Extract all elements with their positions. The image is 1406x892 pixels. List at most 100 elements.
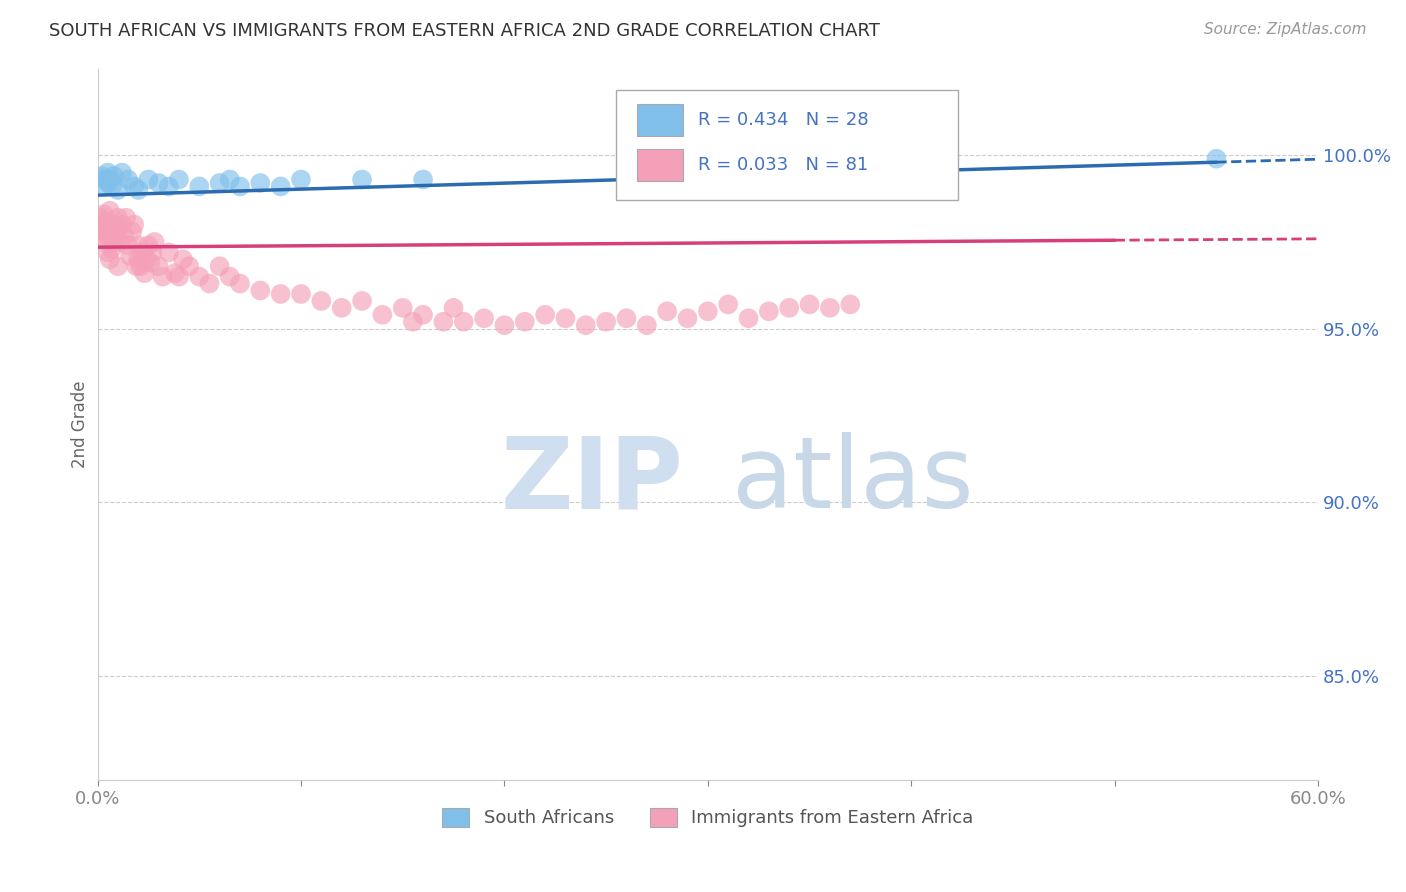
- Point: [330, 301, 353, 315]
- Point: [112, 227, 135, 242]
- Point: [249, 176, 271, 190]
- FancyBboxPatch shape: [616, 90, 957, 200]
- Legend: South Africans, Immigrants from Eastern Africa: South Africans, Immigrants from Eastern …: [434, 801, 981, 835]
- Point: [432, 315, 454, 329]
- Point: [101, 242, 124, 256]
- Point: [98, 203, 121, 218]
- Point: [98, 172, 121, 186]
- Point: [90, 231, 112, 245]
- Point: [108, 235, 131, 249]
- Point: [120, 249, 142, 263]
- Point: [107, 259, 129, 273]
- Point: [97, 227, 120, 242]
- Point: [143, 235, 166, 249]
- Point: [93, 207, 115, 221]
- Point: [839, 297, 862, 311]
- Point: [138, 172, 160, 186]
- Point: [97, 245, 120, 260]
- Point: [101, 179, 124, 194]
- Point: [218, 172, 240, 186]
- Point: [717, 297, 740, 311]
- Point: [534, 308, 557, 322]
- Bar: [637, 104, 683, 136]
- Point: [311, 293, 333, 308]
- Point: [117, 172, 139, 186]
- Point: [90, 221, 112, 235]
- Point: [101, 227, 124, 242]
- Point: [129, 259, 152, 273]
- Point: [472, 311, 495, 326]
- Point: [453, 315, 475, 329]
- Point: [575, 318, 598, 333]
- Text: Source: ZipAtlas.com: Source: ZipAtlas.com: [1204, 22, 1367, 37]
- Point: [157, 245, 180, 260]
- Point: [758, 304, 780, 318]
- Point: [513, 315, 536, 329]
- Point: [93, 179, 115, 194]
- Point: [127, 252, 149, 267]
- Point: [122, 179, 145, 194]
- Point: [131, 245, 153, 260]
- Point: [188, 269, 211, 284]
- Point: [208, 176, 231, 190]
- Point: [391, 301, 413, 315]
- Point: [657, 304, 679, 318]
- Point: [103, 218, 125, 232]
- Point: [188, 179, 211, 194]
- Point: [1205, 152, 1227, 166]
- Point: [270, 179, 292, 194]
- Point: [97, 176, 120, 190]
- Text: atlas: atlas: [733, 433, 974, 530]
- Point: [94, 235, 117, 249]
- Point: [818, 301, 841, 315]
- Point: [127, 183, 149, 197]
- Point: [148, 176, 170, 190]
- Point: [167, 269, 190, 284]
- Point: [157, 179, 180, 194]
- Point: [494, 318, 516, 333]
- Point: [249, 284, 271, 298]
- Point: [107, 211, 129, 225]
- Bar: [637, 148, 683, 180]
- Point: [676, 311, 699, 326]
- Point: [117, 238, 139, 252]
- Point: [138, 238, 160, 252]
- Point: [111, 165, 134, 179]
- Point: [121, 225, 143, 239]
- Point: [94, 172, 117, 186]
- Point: [616, 311, 638, 326]
- Y-axis label: 2nd Grade: 2nd Grade: [72, 380, 89, 467]
- Point: [122, 218, 145, 232]
- Point: [94, 214, 117, 228]
- Point: [115, 211, 138, 225]
- Point: [737, 311, 759, 326]
- Point: [111, 218, 134, 232]
- Point: [778, 301, 800, 315]
- Point: [134, 266, 156, 280]
- Point: [141, 245, 163, 260]
- Point: [179, 259, 201, 273]
- Point: [412, 172, 434, 186]
- Point: [229, 179, 252, 194]
- Point: [127, 238, 149, 252]
- Text: ZIP: ZIP: [501, 433, 683, 530]
- Point: [554, 311, 576, 326]
- Point: [198, 277, 221, 291]
- Text: R = 0.033   N = 81: R = 0.033 N = 81: [699, 155, 869, 174]
- Point: [107, 183, 129, 197]
- Point: [270, 287, 292, 301]
- Point: [103, 235, 125, 249]
- Point: [229, 277, 252, 291]
- Point: [371, 308, 394, 322]
- Point: [350, 172, 373, 186]
- Point: [103, 169, 125, 183]
- Point: [636, 318, 658, 333]
- Point: [98, 252, 121, 267]
- Point: [172, 252, 194, 267]
- Point: [290, 287, 312, 301]
- Point: [148, 259, 170, 273]
- Point: [208, 259, 231, 273]
- Point: [657, 169, 679, 183]
- Point: [139, 256, 162, 270]
- Text: R = 0.434   N = 28: R = 0.434 N = 28: [699, 112, 869, 129]
